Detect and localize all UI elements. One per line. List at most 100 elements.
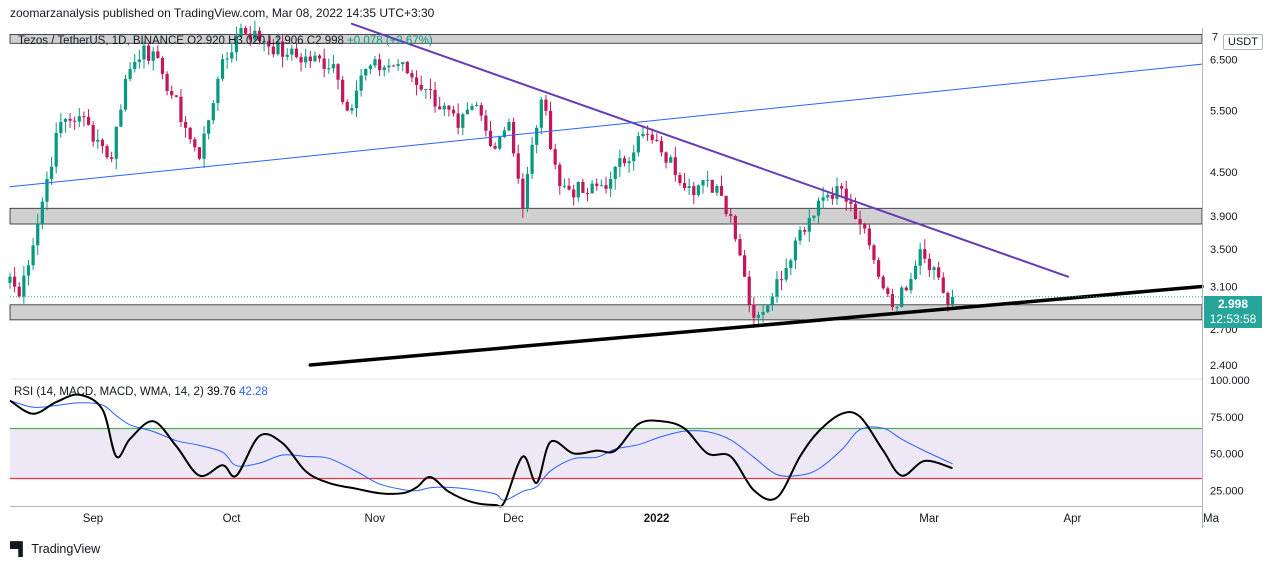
candle-body xyxy=(747,276,751,305)
candle xyxy=(747,270,751,313)
candle xyxy=(724,195,728,217)
candle-body xyxy=(100,139,105,147)
candle xyxy=(544,95,548,116)
rsi-line xyxy=(9,393,953,508)
open-value: O2.920 xyxy=(187,35,225,47)
symbol-legend[interactable]: Tezos / TetherUS, 1D, BINANCE O2.920 H3.… xyxy=(18,35,433,47)
candle-body xyxy=(447,105,451,110)
candle-body xyxy=(913,265,918,280)
candle-body xyxy=(262,41,266,43)
candle-body xyxy=(45,178,49,202)
candle xyxy=(692,181,696,205)
time-tick-label: Sep xyxy=(83,513,103,525)
candle xyxy=(31,238,35,271)
candle-body xyxy=(350,108,354,111)
candle-body xyxy=(576,181,580,198)
candle xyxy=(733,214,737,242)
candle-body xyxy=(766,305,770,312)
candle-body xyxy=(595,183,599,186)
candle xyxy=(341,76,345,105)
candle-body xyxy=(553,149,557,165)
candle-body xyxy=(387,65,391,68)
candle xyxy=(170,85,174,99)
candle-body xyxy=(539,99,543,128)
candle xyxy=(729,208,733,223)
candle xyxy=(110,151,114,163)
candle xyxy=(456,103,460,135)
candle-body xyxy=(867,228,871,246)
candle xyxy=(414,70,419,96)
rsi-label: RSI (14, MACD, MACD, WMA, 14, 2) xyxy=(14,386,204,398)
candle-body xyxy=(826,194,830,198)
candle-body xyxy=(812,215,816,218)
candle-body xyxy=(133,61,137,70)
candle-body xyxy=(341,79,345,102)
candle-body xyxy=(170,90,174,96)
candle xyxy=(165,71,169,96)
candle xyxy=(738,233,742,257)
candle-body xyxy=(535,127,539,145)
candle xyxy=(91,120,95,147)
candle-body xyxy=(59,121,63,133)
trendline-ascending-upper xyxy=(9,63,1203,188)
candle-body xyxy=(428,89,433,91)
candle-body xyxy=(488,130,493,147)
candle-body xyxy=(142,45,146,60)
candle-body xyxy=(525,173,530,209)
candle xyxy=(618,149,622,177)
candle-body xyxy=(313,55,317,62)
sr-zone-2 xyxy=(9,304,1203,321)
candle-body xyxy=(636,136,640,153)
candle-body xyxy=(160,58,165,74)
symbol-label: Tezos / TetherUS, 1D, BINANCE xyxy=(18,35,184,47)
candle xyxy=(461,112,465,136)
candle-body xyxy=(105,146,109,158)
currency-button[interactable]: USDT xyxy=(1223,34,1263,50)
candle xyxy=(913,260,918,280)
candle xyxy=(350,104,354,115)
candle-body xyxy=(276,41,280,55)
candle-body xyxy=(294,48,299,58)
candle xyxy=(119,104,123,128)
candle-body xyxy=(234,36,239,53)
candle-body xyxy=(507,121,511,131)
candle-body xyxy=(706,179,710,181)
candle-body xyxy=(840,186,844,189)
close-value: C2.998 xyxy=(306,35,344,47)
candle xyxy=(826,192,830,202)
candle-body xyxy=(364,68,368,76)
candle-body xyxy=(895,306,899,308)
candle-body xyxy=(585,192,590,194)
candle-body xyxy=(137,59,141,62)
candle-body xyxy=(511,121,516,154)
tradingview-brand[interactable]: ▀▌ TradingView xyxy=(10,541,100,556)
candle xyxy=(465,102,470,115)
candle-body xyxy=(188,127,192,140)
candle-body xyxy=(331,64,336,69)
candle-body xyxy=(151,51,155,61)
candle-body xyxy=(31,245,35,266)
candle xyxy=(230,42,234,63)
candle xyxy=(285,48,289,61)
time-tick-label: Apr xyxy=(1063,513,1081,525)
rsi-legend[interactable]: RSI (14, MACD, MACD, WMA, 14, 2) 39.76 4… xyxy=(14,386,268,398)
candle-body xyxy=(798,229,802,241)
candle xyxy=(239,23,243,38)
candle xyxy=(636,131,640,157)
candle xyxy=(17,282,21,298)
candle-body xyxy=(609,179,613,189)
candle xyxy=(276,35,280,56)
rsi-value: 39.76 xyxy=(206,386,236,398)
candle-body xyxy=(202,133,206,159)
candle xyxy=(687,178,691,195)
candle xyxy=(507,118,511,132)
candle xyxy=(197,146,202,161)
candle-body xyxy=(904,287,908,291)
candle xyxy=(659,136,664,157)
axes: 76.5005.5004.5003.9003.5003.1002.7002.40… xyxy=(10,28,1250,528)
candle-body xyxy=(599,185,603,187)
candle xyxy=(368,63,372,75)
candle xyxy=(632,145,636,171)
candle xyxy=(678,172,682,186)
